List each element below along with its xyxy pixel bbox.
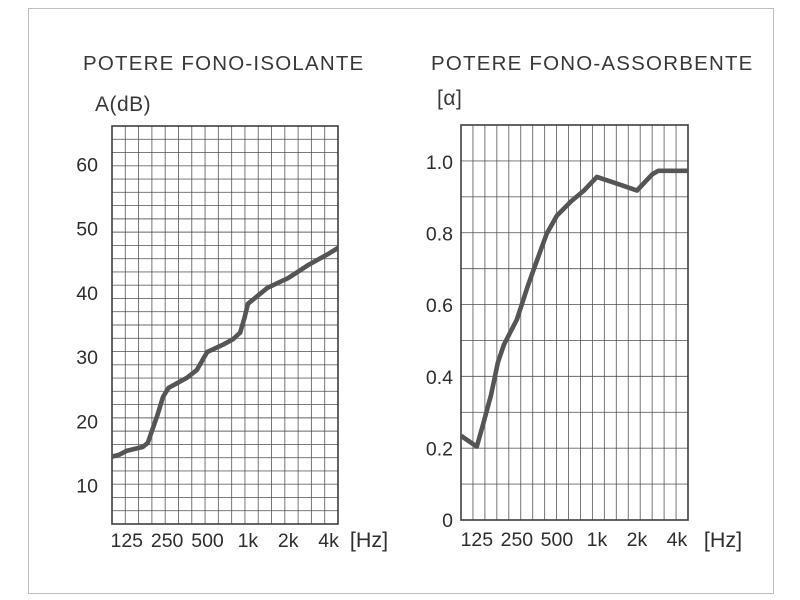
x-tick-label: 250 bbox=[501, 529, 534, 551]
y-tick-label: 10 bbox=[76, 475, 98, 497]
x-tick-label: 250 bbox=[151, 530, 184, 552]
plot-frame bbox=[111, 125, 339, 525]
left-chart-title: POTERE FONO-ISOLANTE bbox=[83, 52, 365, 75]
y-tick-label: 0.2 bbox=[426, 438, 453, 460]
chart-0: 10 20 30 40 50 60 125 250 500 1k 2k 4k [Hz] bbox=[76, 125, 388, 552]
x-tick-label: 125 bbox=[110, 530, 143, 552]
x-tick-label: 1k bbox=[587, 529, 608, 551]
y-tick-label: 1.0 bbox=[426, 152, 453, 174]
x-tick-labels: 125 250 500 1k 2k 4k bbox=[461, 529, 688, 551]
y-tick-label: 0.6 bbox=[426, 295, 453, 317]
y-tick-label: 40 bbox=[76, 283, 98, 305]
y-tick-label: 20 bbox=[76, 411, 98, 433]
y-tick-label: 60 bbox=[76, 155, 98, 177]
x-tick-label: 2k bbox=[627, 529, 648, 551]
y-tick-label: 0.4 bbox=[426, 367, 453, 389]
right-chart-title: POTERE FONO-ASSORBENTE bbox=[431, 52, 754, 75]
data-curve bbox=[111, 246, 340, 459]
y-tick-label: 50 bbox=[76, 219, 98, 241]
x-tick-label: 4k bbox=[318, 530, 339, 552]
y-tick-label: 30 bbox=[76, 347, 98, 369]
x-axis-unit-label: [Hz] bbox=[704, 528, 742, 552]
y-tick-label: 0 bbox=[442, 510, 453, 532]
x-axis-unit-label: [Hz] bbox=[350, 528, 388, 552]
x-tick-label: 1k bbox=[238, 530, 259, 552]
y-tick-labels: 10 20 30 40 50 60 bbox=[76, 155, 98, 498]
y-tick-labels: 0 0.2 0.4 0.6 0.8 1.0 bbox=[426, 152, 453, 532]
grid-lines bbox=[461, 125, 688, 520]
chart-1: 0 0.2 0.4 0.6 0.8 1.0 125 250 500 1k 2k 4k [Hz] bbox=[426, 124, 742, 552]
grid-lines bbox=[112, 126, 338, 524]
x-tick-label: 500 bbox=[541, 529, 574, 551]
plot-frame bbox=[460, 124, 689, 521]
x-tick-label: 4k bbox=[667, 529, 688, 551]
x-tick-label: 2k bbox=[278, 530, 299, 552]
data-curve bbox=[459, 168, 688, 449]
x-tick-labels: 125 250 500 1k 2k 4k bbox=[110, 530, 339, 552]
y-tick-label: 0.8 bbox=[426, 224, 453, 246]
right-y-axis-label: [α] bbox=[437, 87, 463, 110]
left-y-axis-label: A(dB) bbox=[95, 93, 152, 116]
x-tick-label: 125 bbox=[461, 529, 494, 551]
x-tick-label: 500 bbox=[191, 530, 224, 552]
